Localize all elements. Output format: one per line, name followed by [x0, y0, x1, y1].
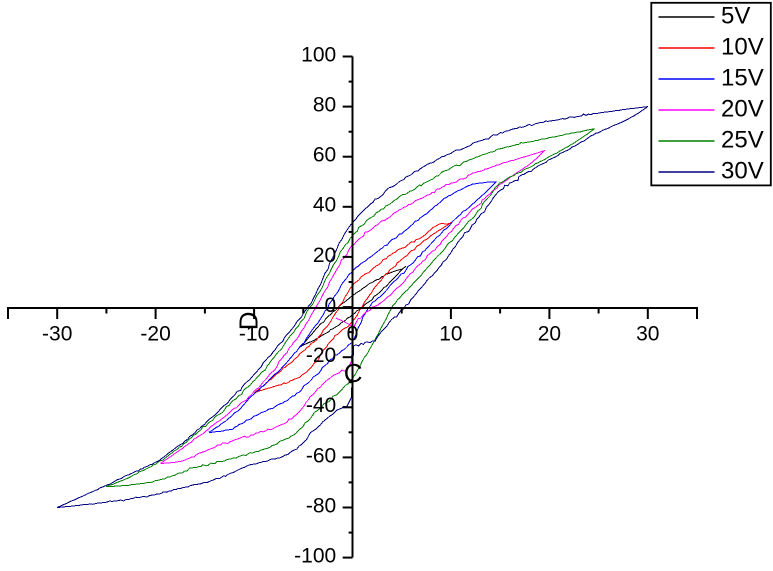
- svg-text:-30: -30: [42, 322, 72, 345]
- svg-text:0: 0: [325, 294, 337, 317]
- svg-text:60: 60: [313, 144, 336, 167]
- svg-text:5V: 5V: [721, 3, 750, 30]
- svg-text:-10: -10: [239, 322, 269, 345]
- svg-text:-100: -100: [294, 545, 336, 568]
- svg-text:15V: 15V: [721, 65, 764, 92]
- svg-text:20: 20: [538, 322, 561, 345]
- svg-text:20: 20: [313, 244, 336, 267]
- svg-text:20V: 20V: [721, 96, 764, 123]
- svg-text:40: 40: [313, 194, 336, 217]
- svg-text:10: 10: [439, 322, 462, 345]
- svg-text:0: 0: [347, 322, 359, 345]
- svg-text:25V: 25V: [721, 127, 764, 154]
- svg-text:-20: -20: [306, 344, 336, 367]
- svg-text:30: 30: [636, 322, 659, 345]
- svg-text:-40: -40: [306, 394, 336, 417]
- svg-text:D: D: [233, 312, 263, 331]
- svg-text:-60: -60: [306, 444, 336, 467]
- svg-text:100: 100: [301, 43, 336, 66]
- svg-text:80: 80: [313, 94, 336, 117]
- svg-text:-80: -80: [306, 494, 336, 517]
- svg-text:30V: 30V: [721, 158, 764, 185]
- svg-text:10V: 10V: [721, 34, 764, 61]
- svg-text:-20: -20: [140, 322, 170, 345]
- svg-text:C: C: [344, 358, 363, 388]
